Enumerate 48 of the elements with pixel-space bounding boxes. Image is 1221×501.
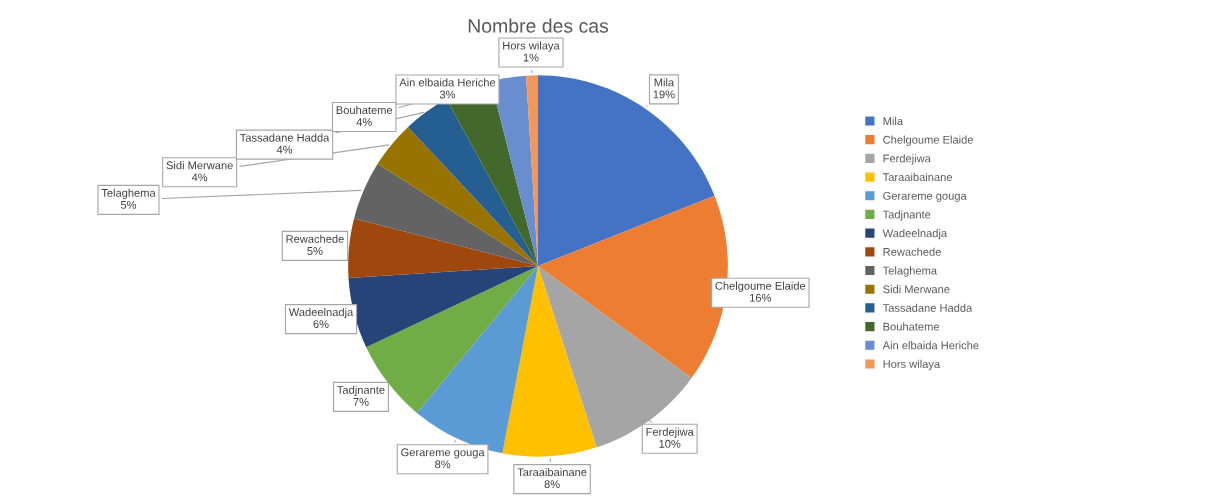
- slice-label: Taraaibainane: [517, 467, 587, 477]
- pie-slice: [354, 163, 538, 266]
- legend-label: Sidi Merwane: [883, 285, 950, 294]
- data-label: 8%: [435, 460, 451, 469]
- slice-label: Bouhateme: [336, 105, 393, 115]
- pie-slice: [502, 266, 597, 457]
- data-label: 4%: [356, 118, 372, 126]
- data-label: 5%: [307, 247, 323, 255]
- legend-label: Tadjnante: [882, 210, 931, 221]
- data-label: 5%: [120, 200, 137, 209]
- data-label: 10%: [659, 439, 681, 448]
- slice-label: Gerareme gouga: [401, 448, 485, 459]
- legend-label: Mila: [883, 116, 904, 125]
- legend-label: Telaghema: [882, 266, 938, 277]
- slice-label: Ferdejiwa: [646, 427, 694, 438]
- slice-label: Mila: [654, 78, 675, 87]
- data-label: 19%: [653, 90, 675, 99]
- data-label: 8%: [544, 480, 560, 489]
- slice-label: Tadjnante: [337, 385, 385, 397]
- legend-label: Wadeelnadja: [882, 228, 948, 240]
- legend-label: Bouhateme: [883, 322, 939, 331]
- slice-label: Chelgoume Elaide: [715, 281, 806, 292]
- slice-label: Telaghema: [101, 188, 156, 200]
- legend-label: Ferdejiwa: [883, 154, 931, 165]
- data-label: 1%: [523, 53, 539, 62]
- slice-label: Rewachede: [286, 234, 344, 243]
- pie-slice: [377, 127, 538, 266]
- slice-label: Wadeelnadja: [288, 307, 354, 319]
- data-label: 16%: [750, 293, 772, 302]
- chart-title: Nombre des cas: [468, 18, 609, 33]
- data-label: 4%: [191, 173, 208, 182]
- legend-label: Ain elbaida Heriche: [882, 341, 979, 350]
- legend-label: Tassadane Hadda: [882, 303, 973, 312]
- pie-slice: [348, 218, 538, 278]
- legend-label: Rewachede: [883, 247, 941, 256]
- legend-label: Taraaibainane: [882, 172, 952, 182]
- slice-label: Sidi Merwane: [166, 161, 233, 170]
- pie-slice: [538, 75, 715, 266]
- legend-label: Hors wilaya: [883, 359, 941, 371]
- legend-label: Chelgoume Elaide: [883, 135, 973, 146]
- legend-label: Gerareme gouga: [883, 191, 967, 202]
- data-label: 6%: [313, 320, 329, 329]
- slice-label: Ain elbaida Heriche: [399, 78, 496, 87]
- data-label: 3%: [439, 90, 456, 99]
- data-label: 7%: [353, 398, 369, 406]
- slice-label: Hors wilaya: [503, 41, 560, 52]
- data-label: 4%: [276, 145, 293, 154]
- slice-label: Tassadane Hadda: [239, 133, 330, 142]
